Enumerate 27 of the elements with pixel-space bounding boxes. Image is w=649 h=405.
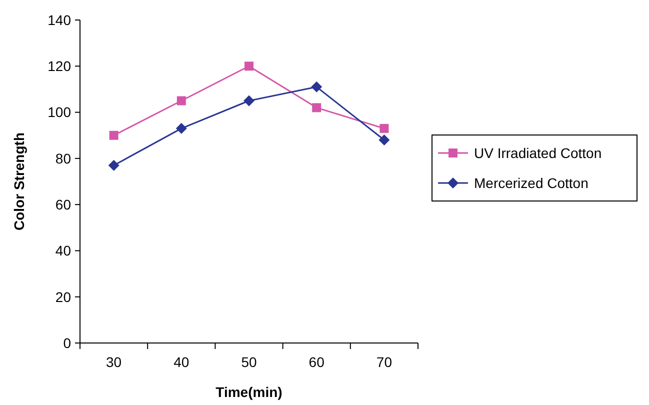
x-tick-label: 40 bbox=[174, 354, 190, 370]
y-tick-label: 40 bbox=[55, 242, 72, 259]
x-tick-label: 50 bbox=[241, 354, 257, 370]
point bbox=[176, 96, 186, 106]
point bbox=[109, 130, 118, 140]
point bbox=[108, 160, 120, 171]
y-tick-label: 100 bbox=[48, 104, 72, 120]
x-tick-label: 30 bbox=[106, 354, 122, 370]
y-axis-title: Color Strength bbox=[11, 132, 27, 230]
y-tick-label: 60 bbox=[55, 196, 72, 212]
x-tick-label: 70 bbox=[376, 354, 392, 370]
x-axis-title: Time(min) bbox=[216, 384, 282, 400]
y-tick-label: 140 bbox=[48, 12, 72, 28]
y-tick-label: 20 bbox=[55, 288, 72, 305]
x-tick-label: 60 bbox=[308, 354, 325, 370]
point bbox=[176, 122, 187, 134]
point bbox=[378, 134, 390, 146]
point bbox=[244, 62, 254, 71]
point bbox=[312, 103, 322, 112]
y-tick-label: 120 bbox=[48, 58, 72, 74]
point bbox=[244, 95, 254, 106]
legend-label: UV Irradiated Cotton bbox=[474, 144, 602, 161]
point bbox=[311, 81, 322, 92]
y-tick-label: 80 bbox=[55, 150, 72, 166]
y-tick-label: 0 bbox=[63, 334, 72, 351]
legend-label: Mercerized Cotton bbox=[474, 174, 588, 191]
point bbox=[380, 124, 389, 133]
